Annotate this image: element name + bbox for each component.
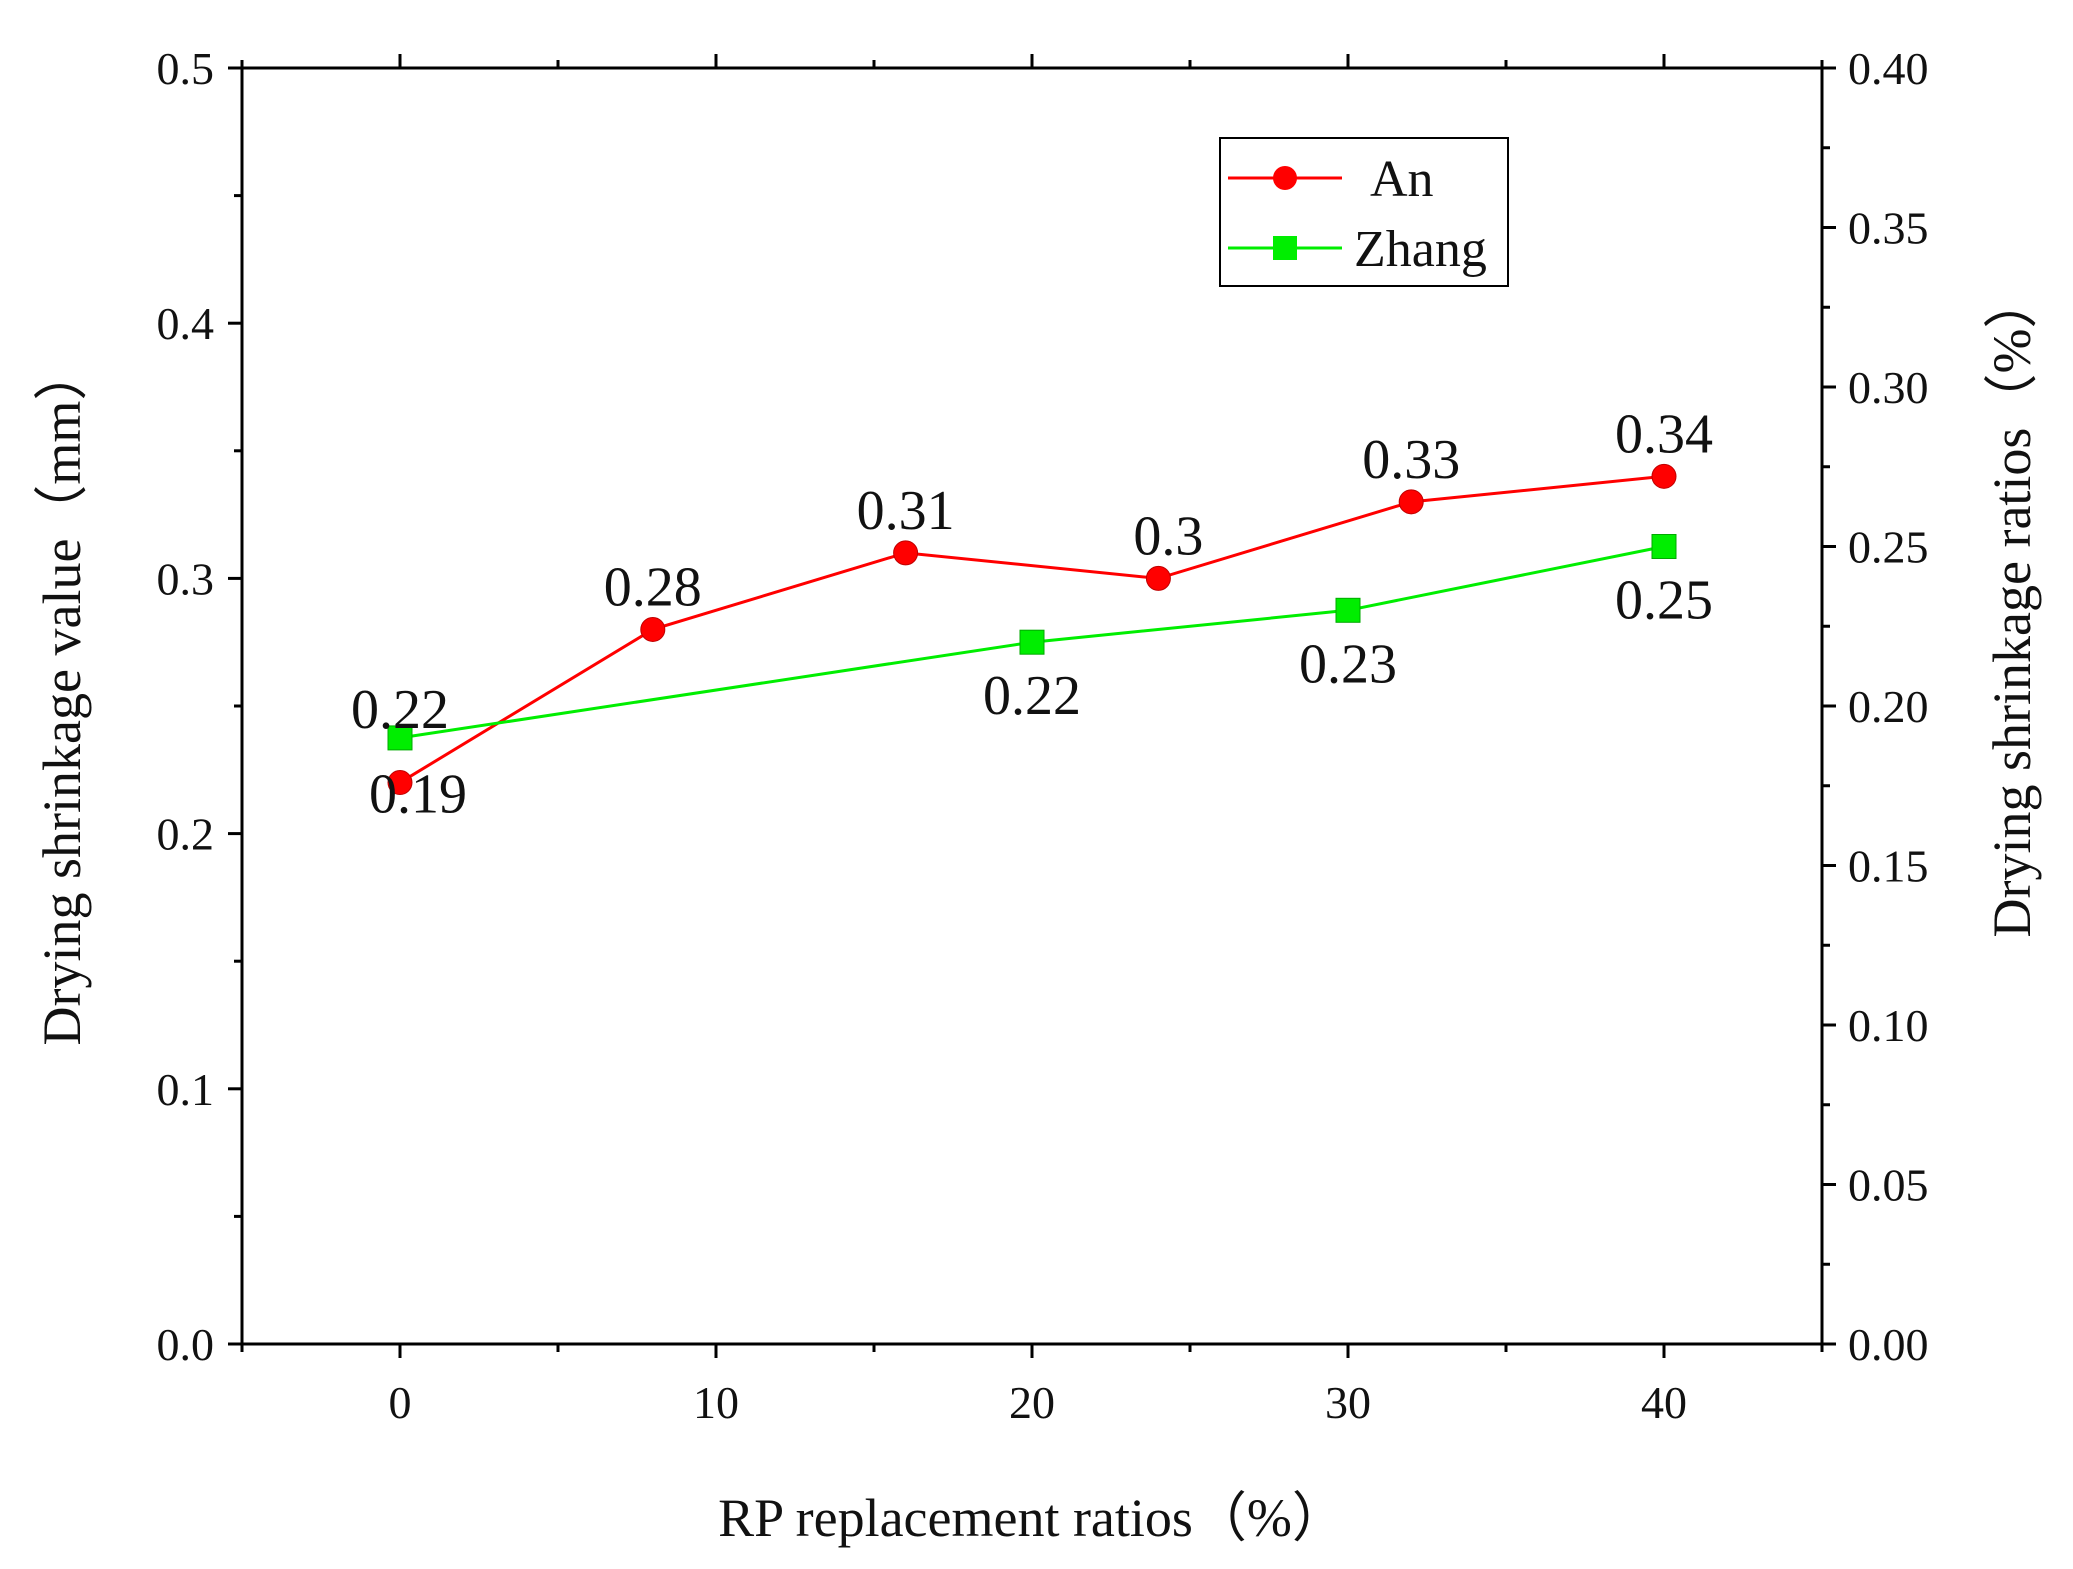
data-label-zhang: 0.22 [983, 665, 1081, 727]
legend-marker-an [1273, 166, 1297, 190]
data-label-an: 0.3 [1133, 505, 1203, 567]
data-point-an [893, 540, 919, 566]
data-point-an [1398, 489, 1424, 515]
y-right-axis-title: Drying shrinkage ratios（%） [1982, 275, 2042, 938]
data-label-zhang: 0.22 [351, 679, 449, 741]
data-point-zhang [1019, 629, 1045, 655]
data-point-zhang [1651, 534, 1677, 559]
legend-box [1219, 137, 1509, 287]
data-point-an [387, 770, 413, 796]
legend-marker-zhang [1273, 236, 1297, 260]
y-left-tick-label: 0.3 [157, 553, 215, 604]
series-line-an [399, 474, 1665, 784]
data-label-an: 0.34 [1615, 403, 1713, 465]
y-right-tick-label: 0.25 [1848, 522, 1929, 573]
data-point-an [1145, 565, 1171, 591]
legend: An Zhang [1219, 137, 1509, 287]
y-right-tick-label: 0.30 [1848, 362, 1929, 413]
y-right-tick-label: 0.05 [1848, 1160, 1929, 1211]
data-label-an: 0.31 [857, 480, 955, 542]
y-left-tick-label: 0.0 [157, 1319, 215, 1370]
data-point-an [640, 616, 666, 642]
data-label-an: 0.19 [369, 764, 467, 826]
y-right-tick-label: 0.35 [1848, 203, 1929, 254]
y-right-tick-label: 0.15 [1848, 841, 1929, 892]
y-left-tick-label: 0.2 [157, 809, 215, 860]
data-label-an: 0.28 [604, 556, 702, 618]
data-point-an [1651, 463, 1677, 489]
data-point-zhang [1335, 597, 1361, 623]
data-point-zhang [387, 725, 413, 751]
y-right-tick-label: 0.00 [1848, 1319, 1929, 1370]
y-left-tick-label: 0.5 [157, 43, 215, 94]
series-layer [387, 463, 1677, 796]
x-tick-label: 0 [389, 1377, 412, 1428]
x-tick-label: 30 [1325, 1377, 1371, 1428]
axis-ticks [228, 54, 1836, 1358]
data-label-zhang: 0.23 [1299, 633, 1397, 695]
x-tick-label: 40 [1641, 1377, 1687, 1428]
x-axis-title: RP replacement ratios（%） [718, 1488, 1346, 1548]
y-right-tick-label: 0.20 [1848, 681, 1929, 732]
legend-label-an: An [1370, 151, 1434, 208]
data-labels: 0.19 0.28 0.31 0.3 0.33 0.34 0.22 0.22 0.23 0.25 [351, 403, 1713, 825]
data-label-an: 0.33 [1362, 429, 1460, 491]
x-tick-label: 20 [1009, 1377, 1055, 1428]
y-left-tick-label: 0.4 [157, 298, 215, 349]
y-left-tick-label: 0.1 [157, 1064, 215, 1115]
series-line-zhang [399, 545, 1665, 740]
axis-tick-labels: 0 10 20 30 40 0.0 0.1 0.2 0.3 0.4 0.5 0.00 0.05 0.10 0… [157, 43, 1929, 1428]
y-right-tick-label: 0.10 [1848, 1000, 1929, 1051]
y-right-tick-label: 0.40 [1848, 43, 1929, 94]
x-tick-label: 10 [693, 1377, 739, 1428]
y-left-axis-title: Drying shrinkage value（mm） [32, 347, 92, 1046]
legend-label-zhang: Zhang [1354, 221, 1487, 278]
data-label-zhang: 0.25 [1615, 570, 1713, 632]
